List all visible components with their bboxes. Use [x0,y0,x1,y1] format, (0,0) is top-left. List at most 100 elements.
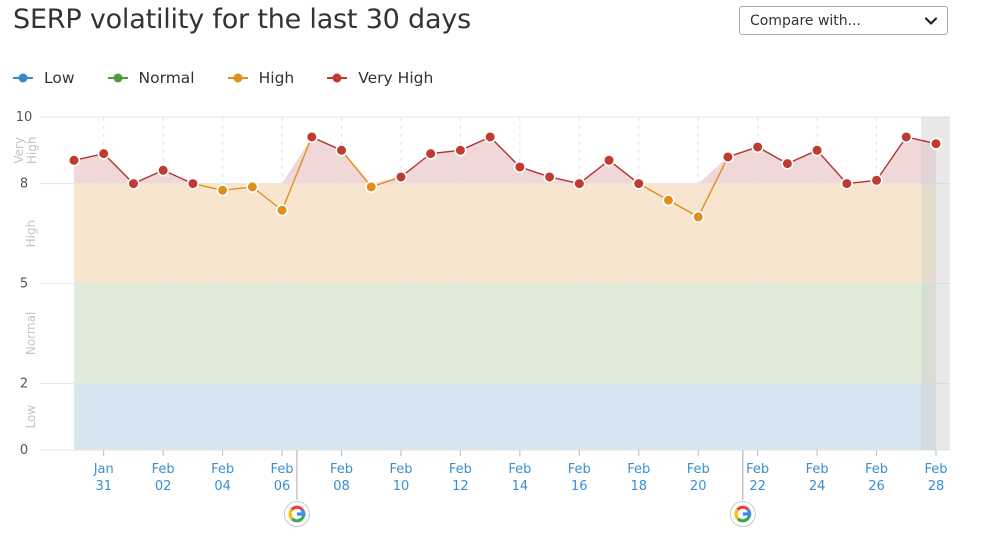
google-icon-arc [290,505,304,511]
x-tick-label: 31 [95,479,112,494]
data-point [751,140,764,154]
data-point [692,210,705,223]
x-tick-label: Feb [389,462,412,477]
legend-item-low[interactable]: Low [12,69,75,87]
legend-item-normal[interactable]: Normal [107,69,195,87]
legend-label-normal: Normal [138,69,195,87]
legend-item-high[interactable]: High [227,69,295,87]
x-tick-label: Feb [211,462,234,477]
x-tick-label: Feb [627,462,650,477]
legend-item-very-high[interactable]: Very High [326,69,433,87]
google-icon-bar [296,512,306,516]
legend-marker-normal [107,73,128,83]
compare-with-label: Compare with... [750,12,862,29]
data-point [186,177,199,190]
data-point [365,180,378,194]
series-line-segment [578,159,610,185]
data-point [424,147,437,160]
legend-label-low: Low [44,69,75,87]
chart-legend: Low Normal High Very High [12,69,465,87]
band-high [74,183,936,284]
series-line-segment [281,136,313,211]
data-point [900,130,913,144]
x-tick-label: Feb [806,462,829,477]
series-line-segment [697,156,729,218]
google-icon[interactable] [729,501,756,527]
x-tick-label: 04 [214,479,231,494]
x-tick-label: 20 [690,479,707,494]
data-point [573,177,586,190]
data-point [602,154,616,167]
data-point [721,150,735,164]
chevron-down-icon [924,17,938,25]
compare-with-dropdown[interactable]: Compare with... [739,6,948,35]
band-label-very-high: Very High [12,137,39,165]
band-label-high: High [24,220,38,248]
data-point [543,170,556,184]
legend-marker-very-high [327,73,348,83]
x-tick-label: Feb [152,462,175,477]
legend-marker-low [13,73,33,83]
x-tick-label: 12 [452,479,469,494]
band-label-low: Low [24,405,38,429]
google-icon-arc [734,508,740,520]
series-line-segment [489,136,521,168]
x-tick-label: 02 [155,479,172,494]
series-line-segment [340,149,372,188]
legend-label-high: High [258,69,295,87]
x-tick-label: Feb [865,462,888,477]
band-label-text: High [25,137,39,165]
x-tick-label: Feb [449,462,472,477]
data-point [929,137,943,150]
x-tick-label: 22 [749,479,766,494]
series-line-segment [251,186,283,211]
data-point [97,147,110,160]
data-point [305,130,318,144]
x-tick-label: 16 [571,479,588,494]
y-tick-label: 8 [20,177,28,192]
band-normal [74,283,936,384]
x-tick-label: 24 [809,479,826,494]
x-tick-label: Feb [746,462,769,477]
x-tick-label: Feb [508,462,531,477]
x-tick-label: 10 [393,479,410,494]
data-point [840,177,853,190]
y-tick-label: 5 [20,277,28,292]
band-low [74,383,936,450]
shaded-range [921,117,950,450]
x-tick-label: 08 [333,479,350,494]
series-line-segment [608,159,640,185]
x-tick-label: 26 [868,479,885,494]
x-tick-label: Feb [271,462,294,477]
legend-label-very-high: Very High [358,69,434,87]
y-tick-label: 10 [16,110,33,125]
google-icon-arc [736,505,750,511]
google-icon-bar [742,512,752,516]
data-point [513,160,526,174]
series-line-segment [103,153,134,185]
data-point [662,194,675,207]
data-point [811,144,824,157]
data-point [67,154,81,167]
data-point [632,177,645,190]
series-line-segment [875,136,907,181]
data-point [870,174,883,187]
x-tick-label: Feb [924,462,947,477]
band-label-text: Normal [24,312,38,355]
data-point [335,144,348,157]
x-tick-label: 28 [928,479,945,494]
x-tick-label: 14 [512,479,529,494]
x-tick-label: Feb [568,462,591,477]
data-point [127,177,140,190]
google-icon[interactable] [283,501,310,527]
band-label-text: High [24,220,38,248]
x-tick-label: Feb [330,462,353,477]
data-point [484,130,497,144]
band-label-text: Very [12,137,26,164]
data-point [246,180,259,194]
series-line-segment [400,153,432,178]
y-tick-label: 2 [20,376,28,391]
x-tick-label: Feb [687,462,710,477]
x-tick-label: 18 [630,479,647,494]
